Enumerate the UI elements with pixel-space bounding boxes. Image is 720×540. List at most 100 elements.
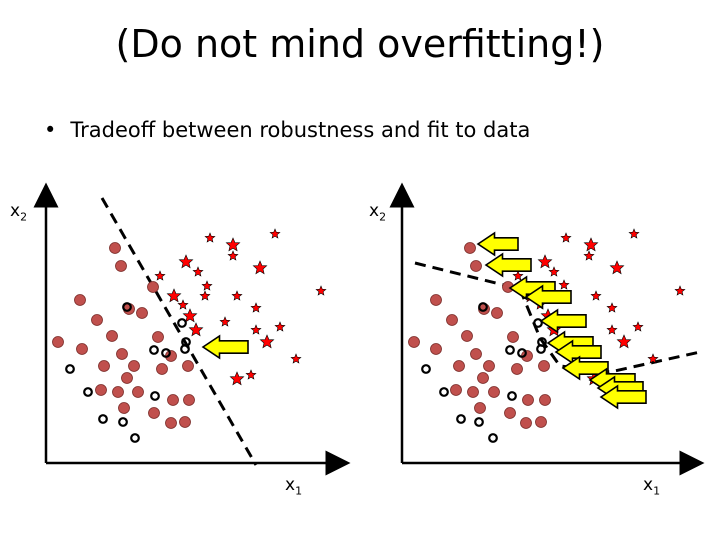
right-filled-point <box>430 294 442 306</box>
left-filled-point <box>183 394 195 406</box>
right-filled-point <box>467 386 479 398</box>
left-star-point <box>182 308 198 323</box>
left-filled-point <box>115 260 127 272</box>
right-star-point <box>628 228 640 239</box>
right-open-circle-point <box>505 345 515 355</box>
left-filled-point <box>152 331 164 343</box>
left-x-axis-label: x1 <box>285 475 303 498</box>
right-star-point <box>560 232 572 243</box>
left-star-point <box>252 260 268 275</box>
right-filled-point <box>446 314 458 326</box>
bullet-marker: • <box>44 118 57 142</box>
left-filled-point <box>109 242 121 254</box>
right-filled-point <box>522 394 534 406</box>
left-filled-point <box>167 394 179 406</box>
left-filled-point <box>118 402 130 414</box>
left-star-point <box>259 334 275 349</box>
left-star-point <box>269 228 281 239</box>
slide-title: (Do not mind overfitting!) <box>115 22 605 66</box>
left-star-point <box>166 288 182 303</box>
right-star-point <box>590 290 602 301</box>
right-open-circle-point <box>517 348 527 358</box>
right-open-circle-point <box>439 387 449 397</box>
right-open-circle-point <box>456 414 466 424</box>
right-open-circle-point <box>536 344 546 354</box>
left-star-point <box>229 371 245 386</box>
right-filled-point <box>477 372 489 384</box>
right-filled-point <box>408 336 420 348</box>
left-star-point <box>290 353 302 364</box>
right-open-circle-point <box>474 417 484 427</box>
left-filled-point <box>121 372 133 384</box>
right-overfit-boundary <box>414 261 701 374</box>
right-open-circle-point <box>421 364 431 374</box>
right-filled-point <box>504 407 516 419</box>
left-star-point <box>219 316 231 327</box>
right-open-circle-point <box>478 302 488 312</box>
right-arrow-icon <box>539 308 587 334</box>
right-filled-point <box>507 331 519 343</box>
right-open-circle-point <box>533 318 543 328</box>
right-filled-point <box>470 348 482 360</box>
right-filled-point <box>488 386 500 398</box>
right-filled-point <box>450 384 462 396</box>
left-star-point <box>245 369 257 380</box>
left-star-point <box>192 266 204 277</box>
right-star-point <box>609 260 625 275</box>
left-star-point <box>227 250 239 261</box>
right-filled-point <box>461 330 473 342</box>
left-open-circle-point <box>98 414 108 424</box>
right-filled-point <box>483 360 495 372</box>
left-filled-point <box>156 363 168 375</box>
left-star-point <box>315 285 327 296</box>
left-filled-point <box>98 360 110 372</box>
right-y-axis-label: x2 <box>369 201 387 224</box>
left-star-point <box>201 280 213 291</box>
left-filled-point <box>128 360 140 372</box>
left-filled-point <box>179 416 191 428</box>
right-open-circle-point <box>488 433 498 443</box>
right-star-point <box>616 334 632 349</box>
left-open-circle-point <box>161 348 171 358</box>
right-star-point <box>548 266 560 277</box>
right-star-point <box>606 324 618 335</box>
left-star-point <box>188 322 204 337</box>
left-star-point <box>250 324 262 335</box>
left-open-circle-point <box>122 302 132 312</box>
left-filled-point <box>182 360 194 372</box>
right-filled-point <box>464 242 476 254</box>
right-filled-point <box>430 343 442 355</box>
right-filled-point <box>520 417 532 429</box>
right-arrow-icon <box>484 252 532 278</box>
left-filled-point <box>132 386 144 398</box>
left-star-point <box>177 299 189 310</box>
left-star-point <box>178 254 194 269</box>
left-filled-point <box>74 294 86 306</box>
right-filled-point <box>474 402 486 414</box>
left-filled-point <box>52 336 64 348</box>
right-arrow-icon <box>599 384 647 410</box>
right-arrow-icon <box>476 231 519 257</box>
right-filled-point <box>470 260 482 272</box>
left-star-point <box>225 237 241 252</box>
left-linear-boundary <box>100 197 258 466</box>
right-star-point <box>537 254 553 269</box>
right-filled-point <box>453 360 465 372</box>
left-open-circle-point <box>150 391 160 401</box>
left-star-point <box>231 290 243 301</box>
right-star-point <box>583 250 595 261</box>
right-filled-point <box>538 360 550 372</box>
right-star-point <box>674 285 686 296</box>
left-star-point <box>250 302 262 313</box>
right-filled-point <box>511 363 523 375</box>
right-star-point <box>647 353 659 364</box>
left-filled-point <box>106 330 118 342</box>
bullet-text: Tradeoff between robustness and fit to d… <box>70 118 531 142</box>
left-open-circle-point <box>130 433 140 443</box>
left-filled-point <box>95 384 107 396</box>
left-open-circle-point <box>65 364 75 374</box>
right-star-point <box>606 302 618 313</box>
left-star-point <box>154 270 166 281</box>
left-filled-point <box>91 314 103 326</box>
